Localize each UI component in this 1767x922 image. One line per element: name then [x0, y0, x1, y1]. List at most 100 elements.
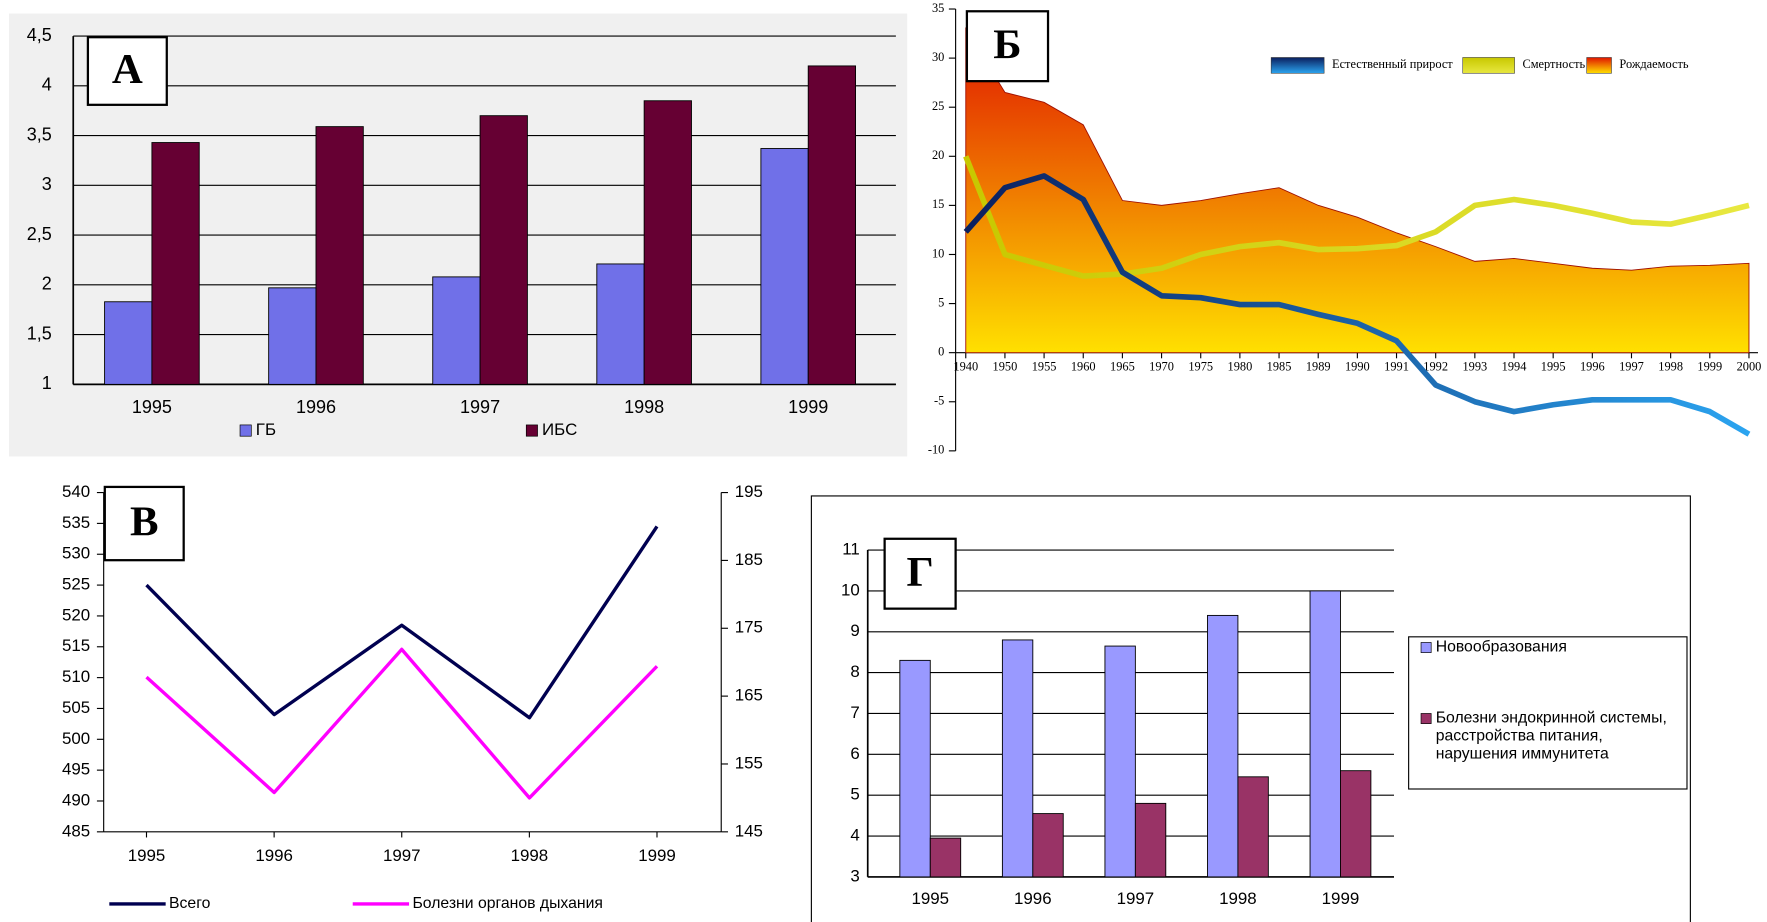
x-tick-label: 1991: [1384, 359, 1409, 373]
panel-label-box: [86, 36, 168, 106]
legend-label: Болезни эндокринной системы, расстройств…: [1435, 707, 1667, 762]
y-tick-label: 185: [735, 550, 763, 569]
bar: [1340, 770, 1372, 878]
legend-label: Естественный прирост: [1332, 57, 1453, 71]
x-tick-label: 1996: [296, 397, 336, 417]
y-tick-label: 8: [850, 662, 859, 681]
area: [965, 27, 1750, 354]
y-tick-label: 2: [42, 274, 52, 294]
legend-label: Рождаемость: [1619, 57, 1689, 71]
legend-swatch: [239, 424, 252, 437]
y-tick-label: -5: [934, 394, 944, 408]
x-tick-label: 1998: [511, 846, 549, 865]
bar: [760, 148, 809, 385]
y-tick-label: 5: [850, 785, 859, 804]
x-tick-label: 1940: [953, 359, 978, 373]
x-tick-label: 1995: [132, 397, 172, 417]
legend-label: ИБС: [542, 420, 577, 439]
panel-label-box: [883, 537, 957, 610]
y-tick-label: 1: [42, 373, 52, 393]
x-tick-label: 1999: [788, 397, 828, 417]
y-tick-label: 510: [62, 667, 90, 686]
line: [963, 173, 1751, 437]
y-tick-label: 10: [932, 246, 944, 260]
x-tick-label: 1993: [1462, 359, 1487, 373]
legend-swatch: [1270, 57, 1325, 74]
x-tick-label: 1996: [1014, 889, 1052, 908]
bar: [1237, 776, 1269, 878]
x-tick-label: 1998: [1658, 359, 1683, 373]
x-tick-label: 1970: [1149, 359, 1174, 373]
y-tick-label: 11: [842, 540, 860, 559]
x-tick-label: 1996: [1580, 359, 1605, 373]
y-tick-label: 4,5: [27, 25, 52, 45]
legend-label: Болезни органов дыхания: [412, 895, 602, 912]
panel-label: В: [130, 499, 159, 546]
y-tick-label: 1,5: [27, 323, 52, 343]
y-tick-label: 165: [735, 686, 763, 705]
y-tick-label: 35: [932, 1, 944, 15]
bar: [1207, 614, 1239, 878]
x-tick-label: 1980: [1228, 359, 1253, 373]
legend-label: ГБ: [256, 420, 276, 439]
y-tick-label: 20: [932, 148, 944, 162]
y-tick-label: 520: [62, 605, 90, 624]
bar: [1309, 590, 1341, 878]
bar: [899, 659, 931, 878]
y-tick-label: 3,5: [27, 124, 52, 144]
x-tick-label: 1999: [1322, 889, 1360, 908]
y-tick-label: 15: [932, 197, 944, 211]
y-tick-label: 7: [850, 703, 859, 722]
bar: [1032, 813, 1064, 878]
bar: [104, 301, 153, 385]
legend-swatch: [1420, 642, 1432, 653]
bar: [268, 287, 317, 385]
y-tick-label: 155: [735, 753, 763, 772]
y-tick-label: 515: [62, 636, 90, 655]
panel-label-box: [103, 485, 185, 562]
y-tick-label: 0: [938, 345, 944, 359]
bar: [807, 65, 857, 385]
y-tick-label: 3: [42, 174, 52, 194]
y-tick-label: 10: [841, 580, 860, 599]
legend-label: Смертность: [1522, 57, 1585, 71]
x-tick-label: 1995: [1541, 359, 1566, 373]
legend-label: Новообразования: [1435, 636, 1567, 655]
x-tick-label: 1990: [1345, 359, 1370, 373]
x-tick-label: 1965: [1110, 359, 1135, 373]
bar: [315, 126, 364, 385]
x-tick-label: 1995: [911, 889, 949, 908]
y-tick-label: 5: [938, 295, 944, 309]
y-tick-label: 195: [735, 482, 763, 501]
x-tick-label: 1997: [383, 846, 421, 865]
y-tick-label: 30: [932, 50, 944, 64]
legend-swatch: [1462, 57, 1515, 74]
panel-label: А: [112, 46, 143, 93]
y-tick-label: 4: [42, 75, 52, 95]
y-tick-label: 4: [850, 826, 859, 845]
x-tick-label: 1998: [624, 397, 664, 417]
line: [963, 155, 1750, 279]
x-tick-label: 1997: [1117, 889, 1155, 908]
y-tick-label: 525: [62, 575, 90, 594]
bar: [1104, 645, 1136, 878]
y-tick-label: 145: [735, 821, 763, 840]
x-tick-label: 1998: [1219, 889, 1257, 908]
legend-item: Новообразования: [1435, 636, 1567, 655]
legend-swatch: [1586, 57, 1612, 74]
bar: [596, 263, 645, 385]
y-tick-label: 495: [62, 760, 90, 779]
bar: [1134, 802, 1167, 878]
legend-item: Болезни эндокринной системы, расстройств…: [1435, 707, 1667, 762]
legend-swatch: [1420, 713, 1432, 724]
x-tick-label: 1950: [993, 359, 1018, 373]
legend-label: Всего: [169, 895, 211, 912]
y-tick-label: 490: [62, 790, 90, 809]
x-tick-label: 1997: [1619, 359, 1644, 373]
bar: [151, 142, 200, 385]
y-tick-label: 175: [735, 618, 763, 637]
y-tick-label: 500: [62, 729, 90, 748]
x-tick-label: 1996: [255, 846, 293, 865]
legend-swatch: [525, 424, 538, 437]
x-tick-label: 1999: [638, 846, 676, 865]
